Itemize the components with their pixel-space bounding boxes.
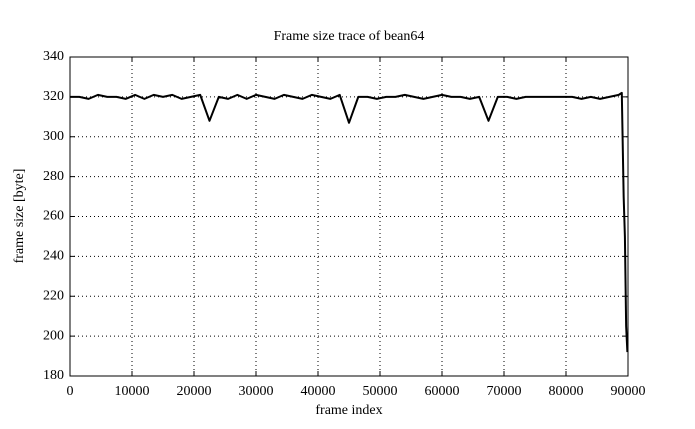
y-tick-label: 280 xyxy=(43,169,64,184)
y-axis-label: frame size [byte] xyxy=(12,169,27,264)
x-tick-label: 90000 xyxy=(611,384,646,399)
data-line xyxy=(70,91,629,353)
x-tick-label: 40000 xyxy=(301,384,336,399)
x-tick-label: 70000 xyxy=(487,384,522,399)
x-tick-label: 20000 xyxy=(177,384,212,399)
y-tick-label: 260 xyxy=(43,209,64,224)
plot-frame xyxy=(69,56,629,377)
x-tick-label: 0 xyxy=(67,384,74,399)
x-tick-label: 10000 xyxy=(115,384,150,399)
x-axis-label: frame index xyxy=(315,403,382,418)
y-tick-label: 180 xyxy=(43,368,64,383)
chart-title: Frame size trace of bean64 xyxy=(274,29,425,44)
x-tick-label: 80000 xyxy=(549,384,584,399)
y-tick-label: 320 xyxy=(43,89,64,104)
y-tick-label: 220 xyxy=(43,288,64,303)
y-tick-label: 200 xyxy=(43,328,64,343)
x-tick-label: 50000 xyxy=(363,384,398,399)
y-tick-label: 240 xyxy=(43,249,64,264)
y-tick-label: 300 xyxy=(43,129,64,144)
x-tick-label: 30000 xyxy=(239,384,274,399)
x-tick-label: 60000 xyxy=(425,384,460,399)
y-tick-label: 340 xyxy=(43,49,64,64)
